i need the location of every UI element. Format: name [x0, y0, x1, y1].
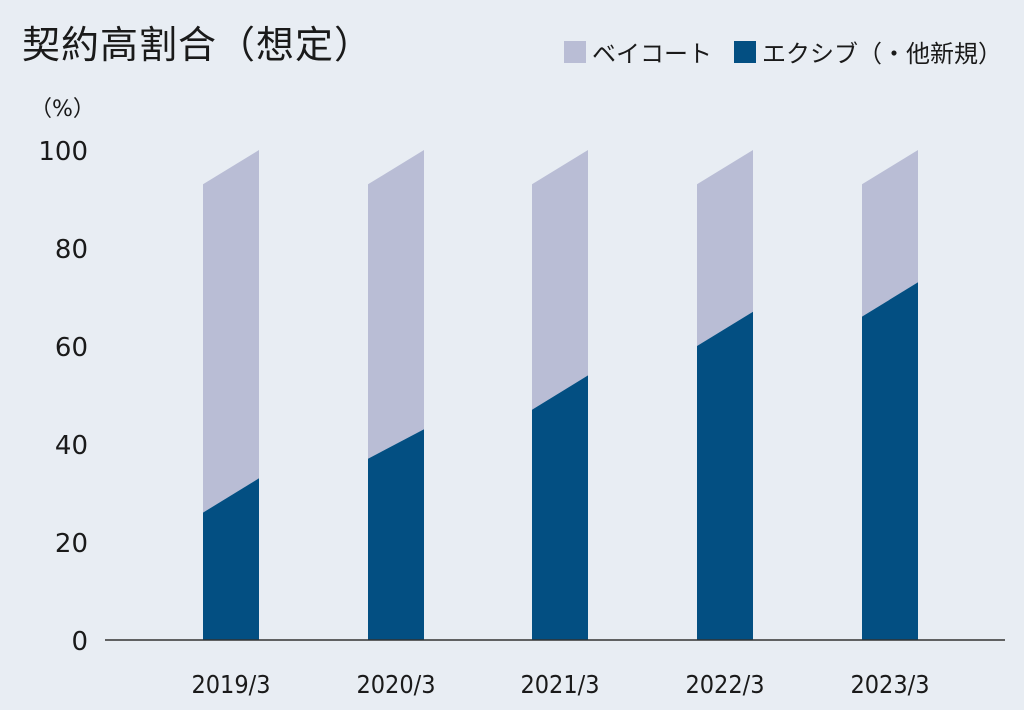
y-unit-label: （%） — [30, 97, 95, 122]
bar-segment-exiv — [203, 478, 259, 640]
legend-swatch-baycorp — [564, 40, 586, 63]
x-axis-labels: 2019/3 2020/3 2021/3 2022/3 2023/3 — [191, 670, 929, 699]
bar-segment-baycorp — [697, 150, 753, 346]
x-tick-label: 2022/3 — [685, 670, 764, 699]
legend-label-exiv: エクシブ（・他新規） — [762, 40, 1002, 68]
bar-segment-baycorp — [203, 150, 259, 513]
y-axis-ticks: 0 20 40 60 80 100 — [38, 137, 88, 657]
bar-segment-exiv — [532, 375, 588, 640]
bar-segment-exiv — [697, 311, 753, 640]
bar-segment-exiv — [862, 282, 918, 640]
legend: ベイコート エクシブ（・他新規） — [542, 34, 1002, 69]
chart-title: 契約高割合（想定） — [22, 23, 374, 67]
x-tick-label: 2021/3 — [520, 670, 599, 699]
y-tick-label: 0 — [71, 627, 88, 657]
x-tick-label: 2019/3 — [191, 670, 270, 699]
bar-segment-baycorp — [368, 150, 424, 459]
bars — [203, 150, 918, 640]
legend-swatch-exiv — [734, 40, 756, 63]
y-tick-label: 100 — [38, 137, 88, 167]
x-tick-label: 2020/3 — [356, 670, 435, 699]
y-tick-label: 40 — [55, 431, 88, 461]
x-tick-label: 2023/3 — [850, 670, 929, 699]
legend-item-exiv: エクシブ（・他新規） — [734, 34, 1002, 69]
y-tick-label: 80 — [55, 235, 88, 265]
bar-segment-exiv — [368, 429, 424, 640]
bar-segment-baycorp — [532, 150, 588, 410]
y-tick-label: 60 — [55, 333, 88, 363]
y-tick-label: 20 — [55, 529, 88, 559]
legend-item-baycorp: ベイコート — [564, 34, 712, 69]
bar-segment-baycorp — [862, 150, 918, 317]
legend-label-baycorp: ベイコート — [592, 40, 712, 68]
